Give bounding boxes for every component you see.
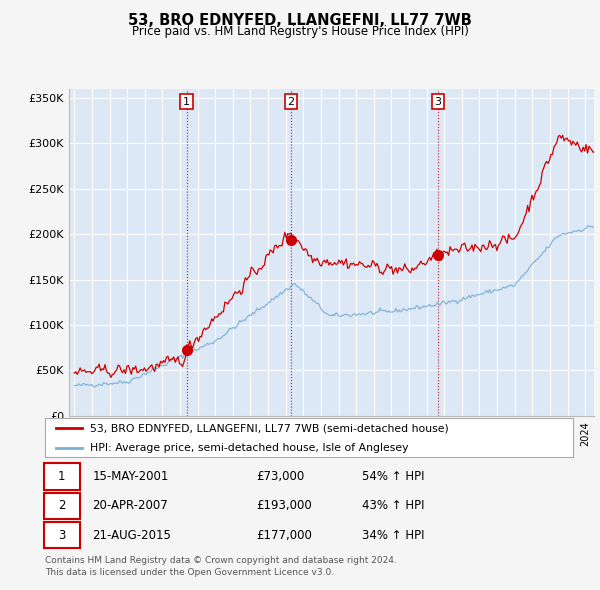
Text: £73,000: £73,000: [256, 470, 304, 483]
Text: 3: 3: [58, 529, 65, 542]
Text: 1: 1: [183, 97, 190, 107]
FancyBboxPatch shape: [44, 463, 80, 490]
Text: HPI: Average price, semi-detached house, Isle of Anglesey: HPI: Average price, semi-detached house,…: [90, 442, 409, 453]
Text: Price paid vs. HM Land Registry's House Price Index (HPI): Price paid vs. HM Land Registry's House …: [131, 25, 469, 38]
Text: 21-AUG-2015: 21-AUG-2015: [92, 529, 172, 542]
Text: This data is licensed under the Open Government Licence v3.0.: This data is licensed under the Open Gov…: [45, 568, 334, 576]
FancyBboxPatch shape: [44, 522, 80, 549]
Text: £193,000: £193,000: [256, 499, 312, 513]
Text: Contains HM Land Registry data © Crown copyright and database right 2024.: Contains HM Land Registry data © Crown c…: [45, 556, 397, 565]
FancyBboxPatch shape: [44, 493, 80, 519]
Text: 2: 2: [287, 97, 295, 107]
Text: 53, BRO EDNYFED, LLANGEFNI, LL77 7WB (semi-detached house): 53, BRO EDNYFED, LLANGEFNI, LL77 7WB (se…: [90, 423, 449, 433]
Text: 34% ↑ HPI: 34% ↑ HPI: [362, 529, 424, 542]
Text: 20-APR-2007: 20-APR-2007: [92, 499, 168, 513]
Text: 53, BRO EDNYFED, LLANGEFNI, LL77 7WB: 53, BRO EDNYFED, LLANGEFNI, LL77 7WB: [128, 13, 472, 28]
Text: 2: 2: [58, 499, 65, 513]
Text: 43% ↑ HPI: 43% ↑ HPI: [362, 499, 424, 513]
Text: £177,000: £177,000: [256, 529, 312, 542]
Text: 54% ↑ HPI: 54% ↑ HPI: [362, 470, 424, 483]
Text: 3: 3: [434, 97, 442, 107]
Text: 15-MAY-2001: 15-MAY-2001: [92, 470, 169, 483]
Text: 1: 1: [58, 470, 65, 483]
